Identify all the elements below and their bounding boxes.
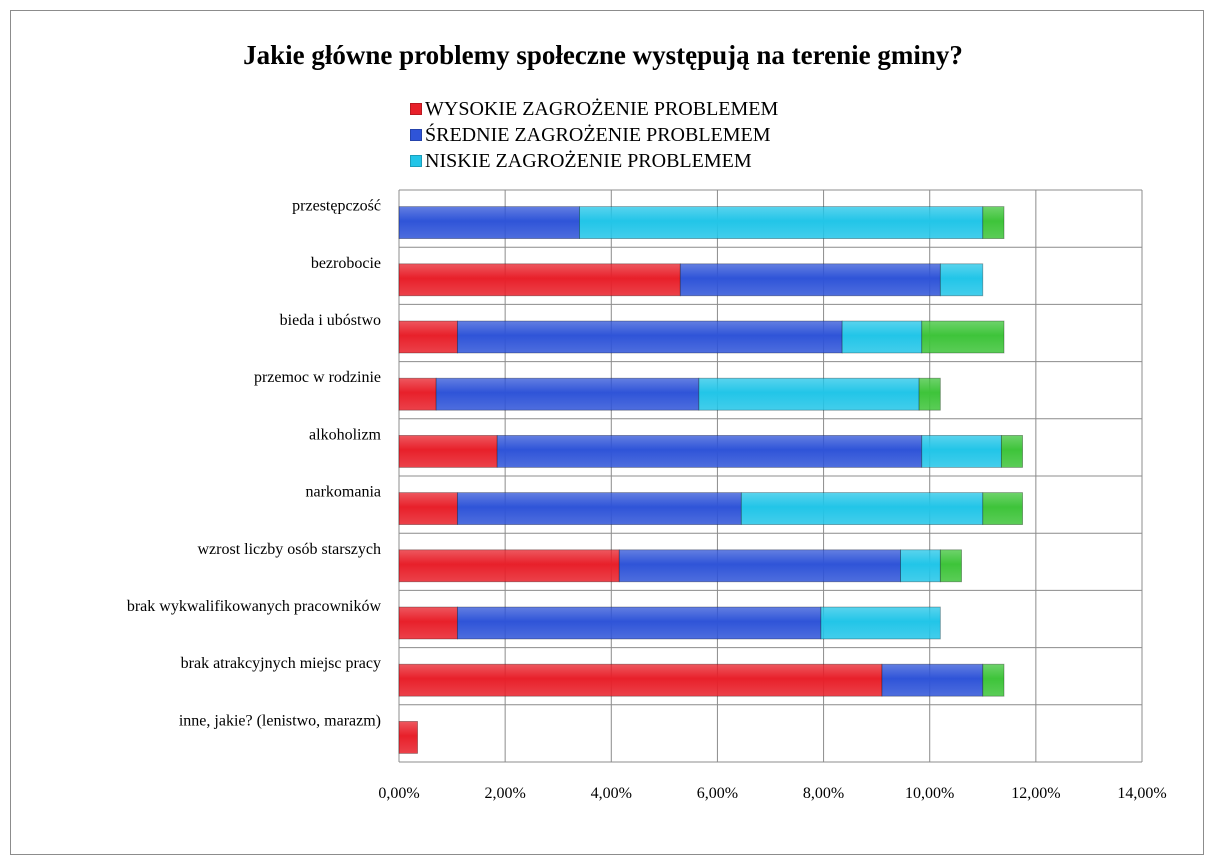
legend-label: NISKIE ZAGROŻENIE PROBLEMEM (425, 149, 752, 172)
x-tick-label: 2,00% (484, 785, 525, 802)
bar-segment (398, 549, 620, 583)
bar-segment (435, 377, 700, 411)
legend-label: ŚREDNIE ZAGROŻENIE PROBLEMEM (425, 123, 771, 146)
legend-swatch (410, 103, 422, 115)
bar-segment (456, 492, 742, 526)
bar-segment (921, 320, 1005, 354)
legend-item: ŚREDNIE ZAGROŻENIE PROBLEMEM (410, 122, 778, 148)
x-tick-label: 10,00% (905, 785, 954, 802)
bar-segment (982, 492, 1023, 526)
bar-segment (398, 434, 498, 468)
category-label: brak wykwalifikowanych pracowników (127, 598, 382, 615)
bar-segment (398, 663, 883, 697)
bar-segment (398, 263, 681, 297)
bar-segment (456, 320, 843, 354)
category-label: narkomania (305, 484, 381, 501)
x-tick-label: 4,00% (591, 785, 632, 802)
legend-label: WYSOKIE ZAGROŻENIE PROBLEMEM (425, 97, 779, 120)
bar-segment (456, 606, 822, 640)
bar-segment (1000, 434, 1023, 468)
bar-segment (820, 606, 941, 640)
bar-segment (921, 434, 1002, 468)
bar-segment (496, 434, 923, 468)
x-tick-label: 14,00% (1117, 785, 1166, 802)
category-label: bieda i ubóstwo (280, 312, 381, 329)
bar-segment (881, 663, 984, 697)
category-label: brak atrakcyjnych miejsc pracy (181, 655, 381, 672)
legend-item: WYSOKIE ZAGROŻENIE PROBLEMEM (410, 96, 778, 122)
bar-segment (398, 606, 458, 640)
bar-segment (918, 377, 941, 411)
bar-segment (398, 721, 418, 754)
chart-legend: WYSOKIE ZAGROŻENIE PROBLEMEM ŚREDNIE ZAGR… (410, 96, 778, 174)
bar-segment (618, 549, 901, 583)
bar-segment (398, 377, 437, 411)
bar-segment (982, 663, 1005, 697)
x-tick-label: 8,00% (803, 785, 844, 802)
category-label: bezrobocie (311, 255, 381, 272)
bar-segment (698, 377, 920, 411)
bar-segment (939, 549, 962, 583)
bar-segment (900, 549, 941, 583)
bar-segment (398, 320, 458, 354)
x-tick-label: 0,00% (378, 785, 419, 802)
bar-segment (679, 263, 941, 297)
bar-segment (982, 206, 1005, 240)
bar-segment (841, 320, 923, 354)
bar-segment (398, 492, 458, 526)
legend-swatch (410, 155, 422, 167)
legend-swatch (410, 129, 422, 141)
category-label: inne, jakie? (lenistwo, marazm) (179, 712, 381, 729)
bar-segment (398, 206, 580, 240)
bar-segment (740, 492, 984, 526)
x-tick-label: 12,00% (1011, 785, 1060, 802)
chart-title: Jakie główne problemy społeczne występuj… (243, 40, 963, 70)
category-label: przemoc w rodzinie (254, 369, 381, 386)
category-label: alkoholizm (309, 426, 382, 443)
legend-item: NISKIE ZAGROŻENIE PROBLEMEM (410, 148, 778, 174)
chart-frame (10, 10, 1204, 855)
category-label: wzrost liczby osób starszych (197, 541, 381, 558)
bar-segment (579, 206, 984, 240)
category-label: przestępczość (292, 198, 381, 215)
x-tick-label: 6,00% (697, 785, 738, 802)
bar-segment (939, 263, 984, 297)
